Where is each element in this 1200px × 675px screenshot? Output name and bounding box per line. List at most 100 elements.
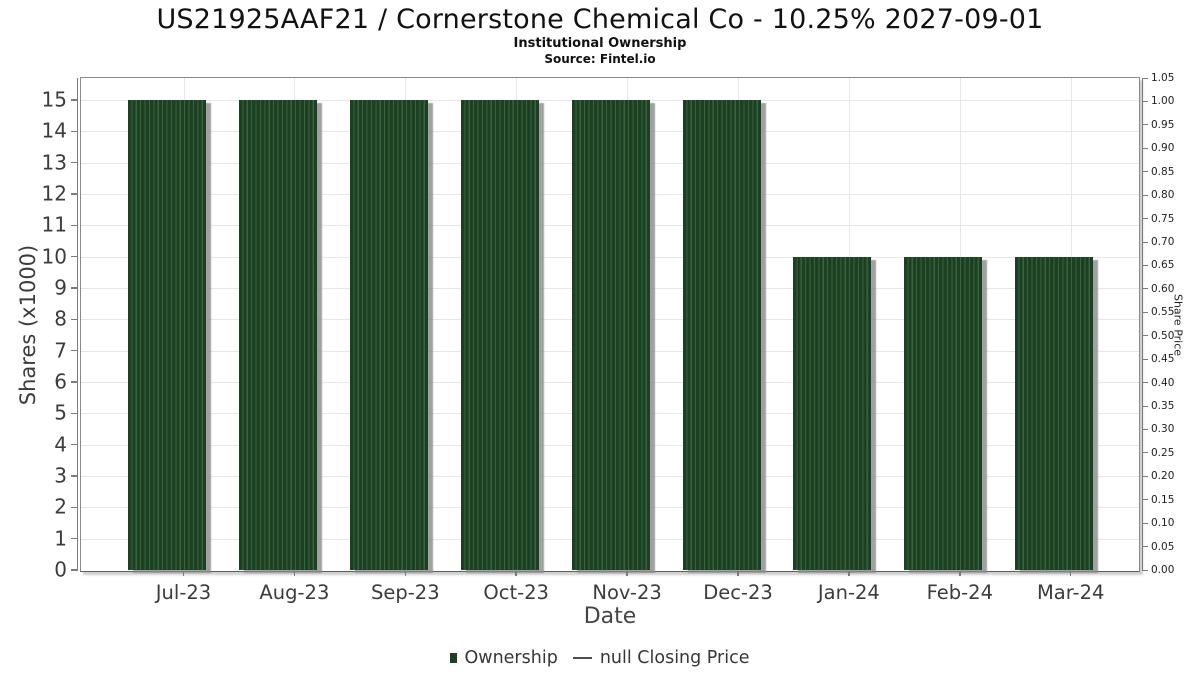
left-axis-tick: [71, 99, 77, 101]
left-axis-tick: [71, 318, 77, 321]
left-axis-tick-label: 9: [54, 275, 67, 300]
right-axis-tick-label: 0.05: [1151, 540, 1175, 553]
x-axis-tick-label-mar-24: Mar-24: [1036, 581, 1105, 604]
left-axis-tick: [71, 475, 77, 477]
right-axis-tick-label: 0.35: [1151, 400, 1175, 412]
legend-item-closing-price[interactable]: null Closing Price: [572, 648, 750, 668]
left-axis-tick: [71, 287, 77, 289]
legend-item-ownership[interactable]: Ownership: [450, 648, 558, 668]
right-axis-tick: [1143, 405, 1148, 407]
x-axis-tick-label-jul-23: Jul-23: [155, 581, 212, 604]
y-axis-right-title: Share Price: [1171, 293, 1185, 356]
closing-price-line-icon: [572, 656, 592, 660]
right-axis-tick: [1143, 218, 1148, 220]
right-axis-tick: [1143, 522, 1148, 524]
left-axis-tick-label: 6: [54, 369, 67, 394]
bar-mar-24[interactable]: [1015, 256, 1094, 570]
x-axis-tick: [182, 571, 185, 576]
left-axis-tick-label: 13: [41, 150, 67, 175]
left-axis-tick-label: 0: [54, 557, 67, 582]
x-axis-tick: [1069, 571, 1072, 576]
right-axis-tick-label: 0.65: [1151, 259, 1175, 272]
x-axis-tick: [404, 571, 407, 576]
chart-source: Source: Fintel.io: [544, 52, 656, 66]
left-axis-tick-label: 2: [54, 494, 67, 519]
chart-title: US21925AAF21 / Cornerstone Chemical Co -…: [156, 4, 1044, 35]
left-axis-tick: [71, 349, 77, 352]
right-axis-tick-label: 0.50: [1151, 329, 1175, 342]
right-axis-tick: [1143, 382, 1148, 384]
left-axis-tick: [71, 381, 77, 383]
left-axis-tick: [71, 161, 77, 164]
right-axis-tick: [1143, 77, 1148, 79]
right-axis-tick: [1143, 335, 1148, 337]
left-axis-tick-label: 7: [54, 338, 67, 363]
right-axis-tick: [1143, 475, 1148, 477]
right-axis-tick-label: 0.00: [1151, 564, 1175, 576]
x-axis-tick-label-oct-23: Oct-23: [483, 581, 549, 604]
right-axis-tick-label: 0.25: [1151, 446, 1175, 459]
right-axis-tick-label: 0.60: [1151, 282, 1175, 295]
right-axis-tick: [1143, 147, 1148, 149]
right-axis-tick-label: 1.05: [1151, 72, 1175, 84]
chart-subtitle: Institutional Ownership: [513, 36, 687, 51]
left-axis-tick: [71, 255, 77, 258]
left-axis-tick-label: 15: [41, 87, 67, 112]
bar-sep-23[interactable]: [349, 99, 428, 570]
right-axis-tick-label: 1.00: [1151, 95, 1175, 108]
x-axis-tick: [737, 571, 739, 576]
left-axis-tick-label: 12: [41, 181, 67, 206]
left-axis-tick-label: 10: [41, 244, 67, 269]
bar-aug-23[interactable]: [238, 99, 317, 570]
legend: Ownership null Closing Price: [0, 645, 1200, 671]
right-axis-tick: [1143, 452, 1148, 454]
left-axis-tick-label: 8: [54, 306, 67, 331]
bar-jan-24[interactable]: [793, 256, 872, 570]
right-axis-tick: [1143, 194, 1148, 196]
right-axis-tick-label: 0.80: [1151, 189, 1175, 202]
right-axis-tick: [1143, 499, 1148, 501]
left-axis-tick: [71, 506, 77, 509]
ownership-swatch-icon: [450, 653, 458, 663]
right-axis-tick-label: 0.15: [1151, 493, 1175, 506]
right-axis-tick-label: 0.55: [1151, 306, 1175, 319]
bar-feb-24[interactable]: [904, 256, 983, 570]
bar-nov-23[interactable]: [571, 99, 650, 570]
right-axis-line: [1142, 78, 1143, 571]
right-axis-tick: [1143, 124, 1148, 126]
bar-oct-23[interactable]: [460, 99, 539, 570]
x-axis-tick-label-sep-23: Sep-23: [370, 581, 440, 604]
left-axis-tick-label: 1: [54, 526, 67, 551]
right-axis-tick-label: 0.90: [1151, 142, 1175, 155]
right-axis-tick-label: 0.45: [1151, 353, 1175, 366]
right-axis-tick-label: 0.70: [1151, 236, 1175, 248]
x-axis-tick: [293, 571, 296, 576]
bar-jul-23[interactable]: [128, 99, 206, 570]
left-axis-tick: [71, 443, 77, 446]
plot-area: 0 1 2 3 4 5 6 7 8 9 10 11 12 13 14 15 0.00 0.05 0.10 0.15 0.…: [42, 72, 1175, 604]
left-axis-tick: [71, 569, 77, 571]
left-axis-tick-label: 3: [54, 463, 67, 488]
left-axis-tick: [71, 412, 77, 415]
right-axis-tick-label: 0.20: [1151, 470, 1175, 483]
right-axis-tick: [1143, 100, 1148, 102]
y-axis-right-title-wrap: Share Price: [1168, 77, 1188, 572]
left-axis-tick: [71, 537, 77, 540]
x-axis-tick-label-nov-23: Nov-23: [592, 581, 662, 604]
right-axis-tick: [1143, 569, 1148, 571]
left-axis-tick: [71, 193, 77, 195]
right-axis-tick: [1143, 358, 1148, 360]
legend-label-closing-price: null Closing Price: [599, 648, 750, 668]
bar-dec-23[interactable]: [682, 99, 761, 570]
left-axis-tick-label: 5: [54, 400, 67, 425]
right-axis-tick-label: 0.40: [1151, 376, 1175, 389]
right-axis-tick: [1143, 311, 1148, 313]
right-axis-tick: [1143, 288, 1148, 290]
left-axis-tick-label: 14: [41, 118, 67, 143]
left-axis-line: [77, 78, 78, 571]
x-axis-title: Date: [583, 604, 637, 629]
left-axis-tick-label: 4: [54, 432, 67, 457]
x-axis-tick-label-feb-24: Feb-24: [926, 581, 993, 604]
x-axis-tick-label-dec-23: Dec-23: [703, 581, 773, 604]
